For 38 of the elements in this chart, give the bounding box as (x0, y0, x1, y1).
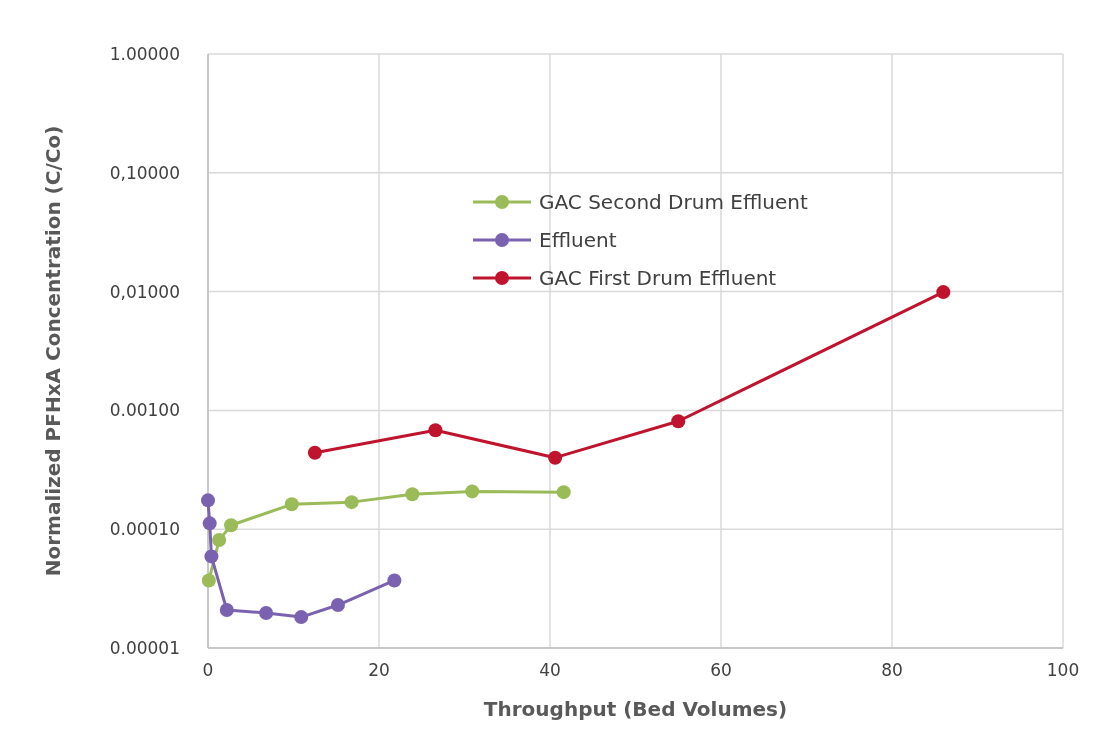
point (428, 423, 443, 438)
x-tick-label: 100 (1046, 660, 1080, 680)
point (936, 285, 951, 300)
point (330, 598, 345, 613)
y-tick-label: 0.00100 (109, 400, 180, 421)
point (405, 487, 420, 502)
point (344, 495, 359, 510)
point (219, 602, 234, 617)
point (212, 533, 227, 548)
point (259, 606, 274, 621)
point (204, 549, 219, 564)
y-tick-label: 0.00010 (109, 519, 180, 540)
point (548, 450, 563, 465)
x-axis-title: Throughput (Bed Volumes) (483, 697, 788, 721)
point (284, 497, 299, 512)
x-tick-label: 20 (368, 660, 390, 680)
x-tick-label: 60 (710, 660, 732, 680)
point (202, 516, 217, 531)
point (201, 493, 215, 508)
point (556, 485, 571, 500)
point (224, 518, 239, 533)
point (201, 573, 216, 588)
y-axis-title: Normalized PFHxA Concentration (C/Co) (41, 125, 65, 577)
point (671, 414, 686, 429)
point (465, 484, 480, 499)
legend-label: Effluent (539, 228, 617, 252)
legend-label: GAC Second Drum Effluent (539, 190, 808, 214)
y-tick-label: 0.00001 (109, 638, 180, 658)
x-tick-label: 40 (539, 660, 561, 680)
point (387, 573, 402, 588)
point (307, 445, 322, 460)
legend-label: GAC First Drum Effluent (539, 266, 777, 290)
x-tick-label: 0 (202, 660, 214, 680)
point (294, 610, 309, 625)
y-tick-label: 1.00000 (109, 44, 180, 64)
y-tick-label: 0,01000 (109, 281, 180, 302)
y-tick-label: 0,10000 (109, 162, 180, 183)
x-tick-label: 80 (881, 660, 903, 680)
